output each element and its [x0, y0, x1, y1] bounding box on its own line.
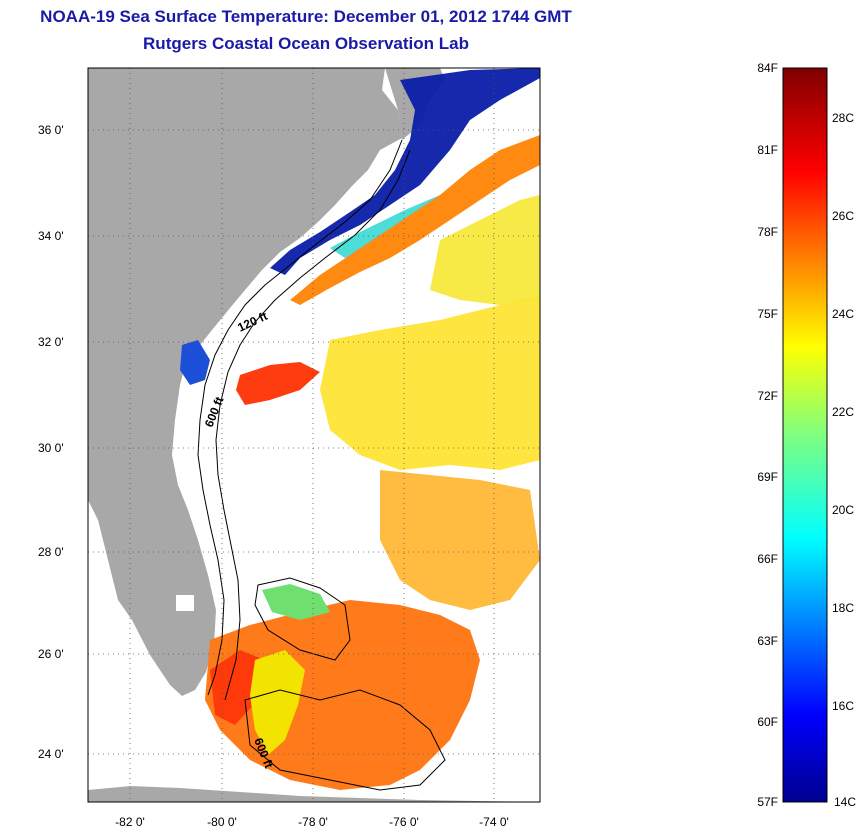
colorbar-gradient [782, 67, 828, 803]
latitude-axis: 36 0' 34 0' 32 0' 30 0' 28 0' 26 0' 24 0… [38, 123, 64, 761]
lake-okeechobee [176, 595, 194, 611]
lon-label: -76 0' [389, 815, 419, 829]
c-label: 28C [832, 111, 854, 125]
contour-south-bank [244, 689, 446, 791]
c-label: 14C [834, 795, 856, 809]
colorbar: 84F 81F 78F 75F 72F 69F 66F 63F 60F 57F … [757, 61, 856, 809]
lat-label: 24 0' [38, 747, 64, 761]
lon-label: -82 0' [115, 815, 145, 829]
c-label: 16C [832, 699, 854, 713]
lat-label: 28 0' [38, 545, 64, 559]
sst-offshore-north [430, 195, 540, 305]
sst-yellow-bank [250, 650, 305, 755]
sst-offshore-yellow [320, 295, 540, 470]
c-label: 26C [832, 209, 854, 223]
f-label: 60F [757, 715, 778, 729]
c-label: 24C [832, 307, 854, 321]
f-label: 66F [757, 552, 778, 566]
land-us-east-coast [88, 68, 402, 696]
contour-120ft [197, 139, 403, 696]
map-subtitle: Rutgers Coastal Ocean Observation Lab [143, 34, 469, 53]
f-label: 75F [757, 307, 778, 321]
lat-label: 34 0' [38, 229, 64, 243]
graticule [88, 68, 540, 802]
f-label: 78F [757, 225, 778, 239]
sst-offshore-orange [380, 470, 540, 610]
lon-label: -80 0' [207, 815, 237, 829]
f-label: 57F [757, 795, 778, 809]
map-title: NOAA-19 Sea Surface Temperature: Decembe… [40, 7, 572, 26]
lat-label: 36 0' [38, 123, 64, 137]
sst-red-south [210, 650, 265, 725]
c-label: 18C [832, 601, 854, 615]
lon-label: -74 0' [479, 815, 509, 829]
sst-cold-shelf-water [270, 68, 540, 275]
colorbar-fahrenheit-labels: 84F 81F 78F 75F 72F 69F 66F 63F 60F 57F [757, 61, 778, 809]
sst-cold-georgia [180, 340, 210, 385]
lat-label: 32 0' [38, 335, 64, 349]
c-label: 20C [832, 503, 854, 517]
contour-600ft [215, 149, 411, 701]
lat-label: 30 0' [38, 441, 64, 455]
colorbar-celsius-labels: 28C 26C 24C 22C 20C 18C 16C 14C [832, 111, 856, 809]
contour-bahamas [254, 577, 351, 661]
longitude-axis: -82 0' -80 0' -78 0' -76 0' -74 0' [115, 815, 509, 829]
f-label: 84F [757, 61, 778, 75]
lon-label: -78 0' [298, 815, 328, 829]
f-label: 72F [757, 389, 778, 403]
f-label: 81F [757, 143, 778, 157]
land-cuba [88, 786, 540, 802]
sst-gulf-stream-mid [236, 362, 320, 405]
lat-label: 26 0' [38, 647, 64, 661]
sst-gulf-stream-north [290, 135, 540, 305]
f-label: 69F [757, 470, 778, 484]
c-label: 22C [832, 405, 854, 419]
map-frame [87, 67, 541, 803]
f-label: 63F [757, 634, 778, 648]
map-panel: 120 ft 600 ft 600 ft [88, 68, 540, 802]
